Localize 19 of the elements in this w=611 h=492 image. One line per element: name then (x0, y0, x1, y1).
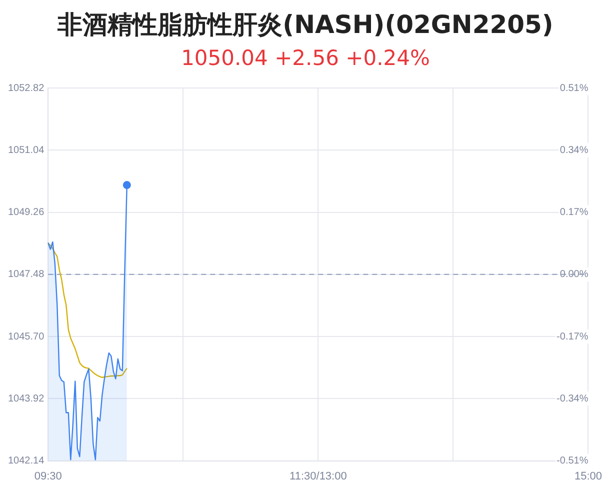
x-tick-label: 11:30/13:00 (290, 470, 347, 482)
y-tick-label: 1042.14 (8, 456, 45, 467)
y2-tick-label: -0.51% (556, 456, 588, 467)
x-tick-label: 09:30 (34, 470, 62, 482)
y2-tick-label: -0.34% (556, 393, 588, 404)
y2-tick-label: 0.17% (560, 207, 588, 218)
y-tick-label: 1049.26 (8, 207, 45, 218)
chart-title: 非酒精性脂肪性肝炎(NASH)(02GN2205) (56, 9, 554, 41)
y-tick-label: 1047.48 (8, 269, 45, 280)
y2-tick-label: 0.34% (560, 144, 588, 156)
y2-tick-label: 0.51% (560, 82, 588, 94)
y-tick-label: 1045.70 (8, 331, 45, 342)
x-tick-label: 15:00 (574, 470, 602, 482)
y-tick-label: 1052.82 (8, 82, 45, 94)
y2-tick-label: -0.17% (556, 331, 588, 342)
chart-subtitle: 1050.04 +2.56 +0.24% (180, 46, 431, 70)
y2-tick-label: 0.00% (560, 269, 588, 280)
y-tick-label: 1051.04 (8, 144, 45, 156)
y-tick-label: 1043.92 (8, 393, 45, 404)
